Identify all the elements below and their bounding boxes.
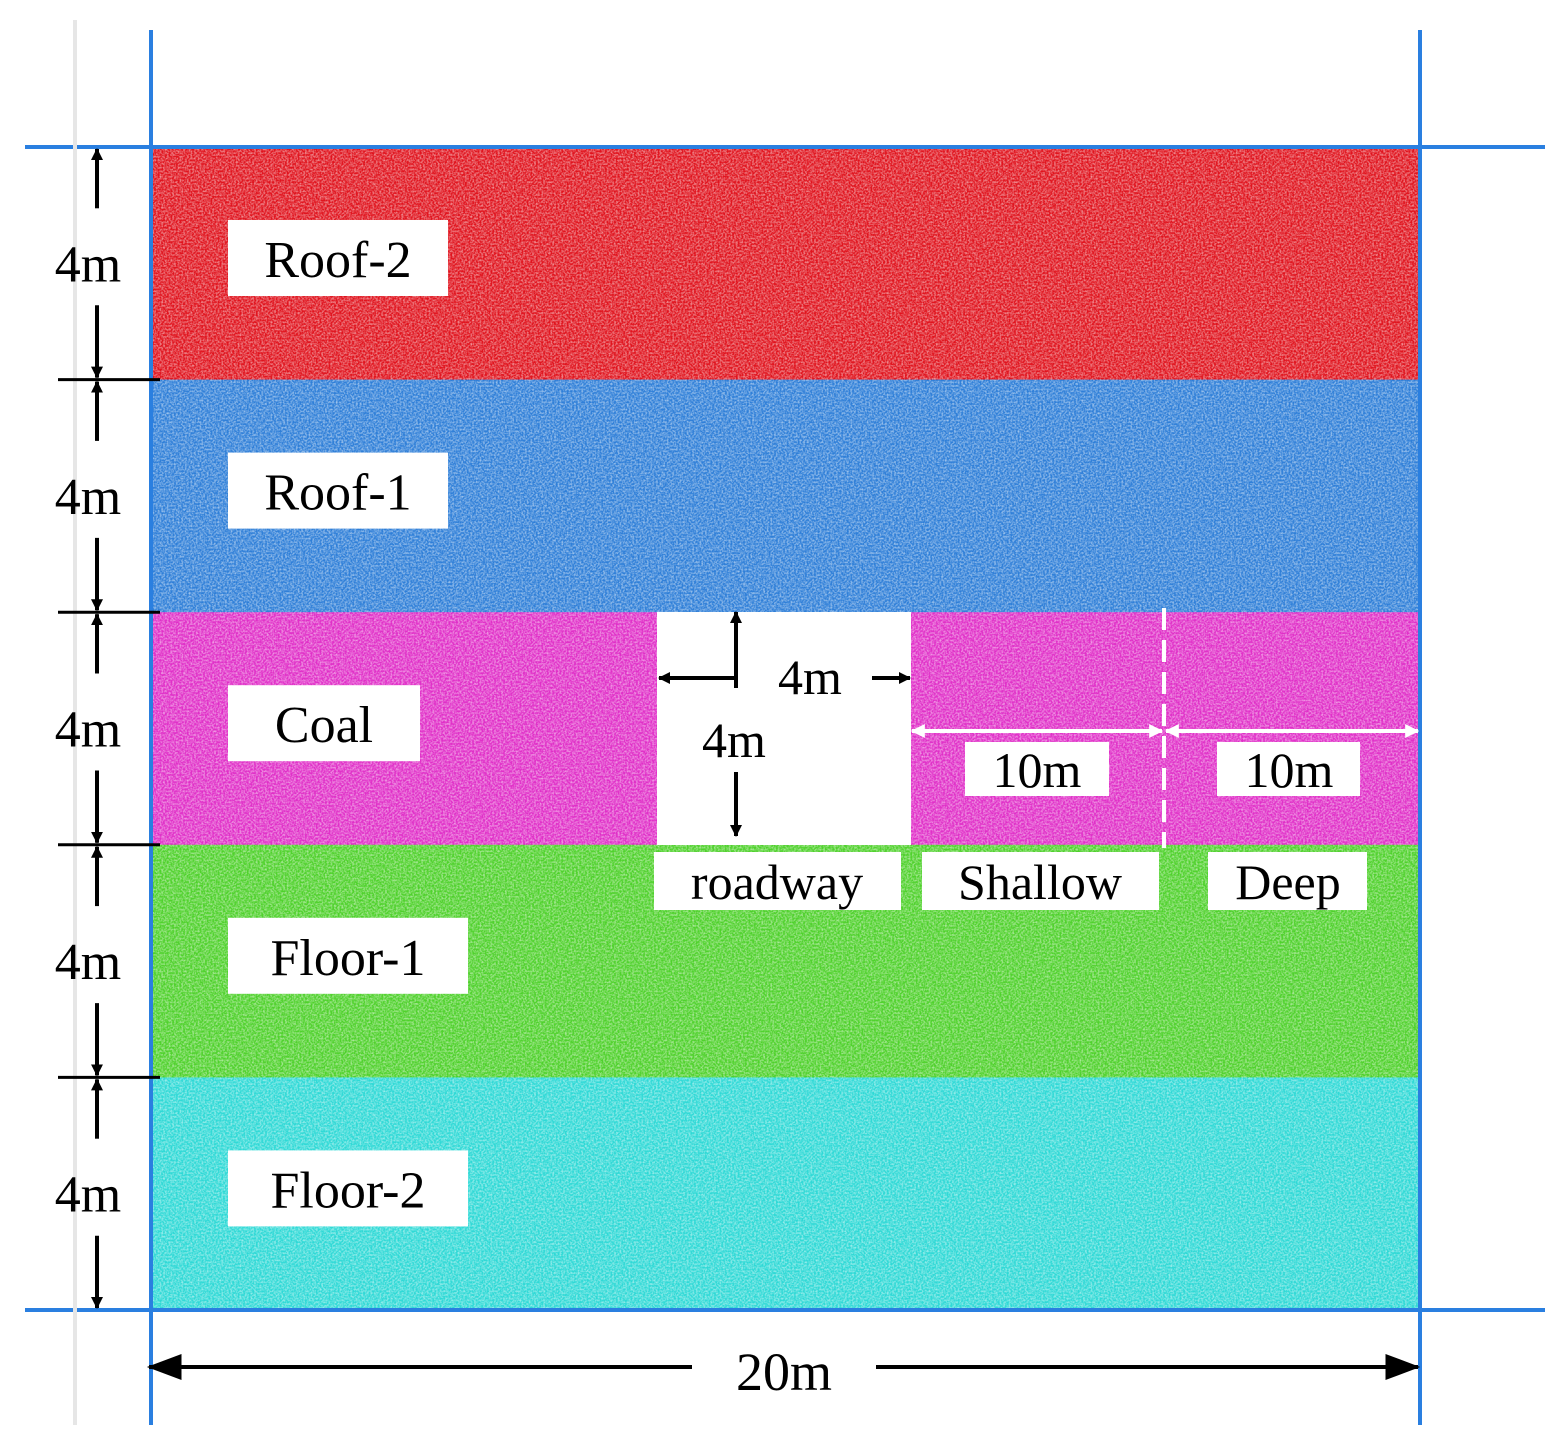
frame-lines <box>25 30 1545 1425</box>
thickness-label-roof-1: 4m <box>55 469 121 526</box>
roadway-dimensions: 4m 4m <box>658 611 911 837</box>
deep-label-box <box>1208 852 1367 910</box>
shallow-label-box <box>922 852 1159 910</box>
thickness-label-floor-2: 4m <box>55 1167 121 1224</box>
shallow-label: Shallow <box>958 854 1122 910</box>
layer-label-box-roof-2 <box>228 220 448 296</box>
deep-label: Deep <box>1235 854 1341 910</box>
layer-label-box-floor-2 <box>228 1150 468 1227</box>
total-width-dimension: 20m <box>146 1342 1421 1402</box>
thickness-label-coal: 4m <box>55 702 121 759</box>
roadway-width-label: 4m <box>778 649 842 705</box>
thickness-label-floor-1: 4m <box>55 934 121 991</box>
roadway-height-label: 4m <box>702 712 766 768</box>
total-width-label: 20m <box>736 1342 832 1402</box>
shallow-length-label: 10m <box>993 742 1082 798</box>
layer-label-box-coal <box>228 685 420 762</box>
layer-label-floor-1: Floor-1 <box>271 930 426 987</box>
layer-label-floor-2: Floor-2 <box>271 1162 426 1219</box>
deep-length-label: 10m <box>1245 742 1334 798</box>
deep-length-box <box>1217 742 1360 796</box>
roadway-label-box <box>654 852 901 910</box>
layer-label-roof-2: Roof-2 <box>264 232 411 289</box>
left-thickness-dimensions: 4m 4m 4m 4m 4m <box>55 148 160 1309</box>
layer-labels: Roof-2 Roof-1 Coal Floor-1 Floor-2 <box>228 220 468 1227</box>
layer-label-box-roof-1 <box>228 452 448 529</box>
thickness-label-roof-2: 4m <box>55 236 121 293</box>
roadway-opening <box>657 612 911 845</box>
layer-label-roof-1: Roof-1 <box>264 465 411 522</box>
shallow-length-box <box>965 742 1109 796</box>
roadway-label: roadway <box>691 854 863 910</box>
layer-label-box-floor-1 <box>228 917 468 994</box>
layer-label-coal: Coal <box>275 697 373 754</box>
